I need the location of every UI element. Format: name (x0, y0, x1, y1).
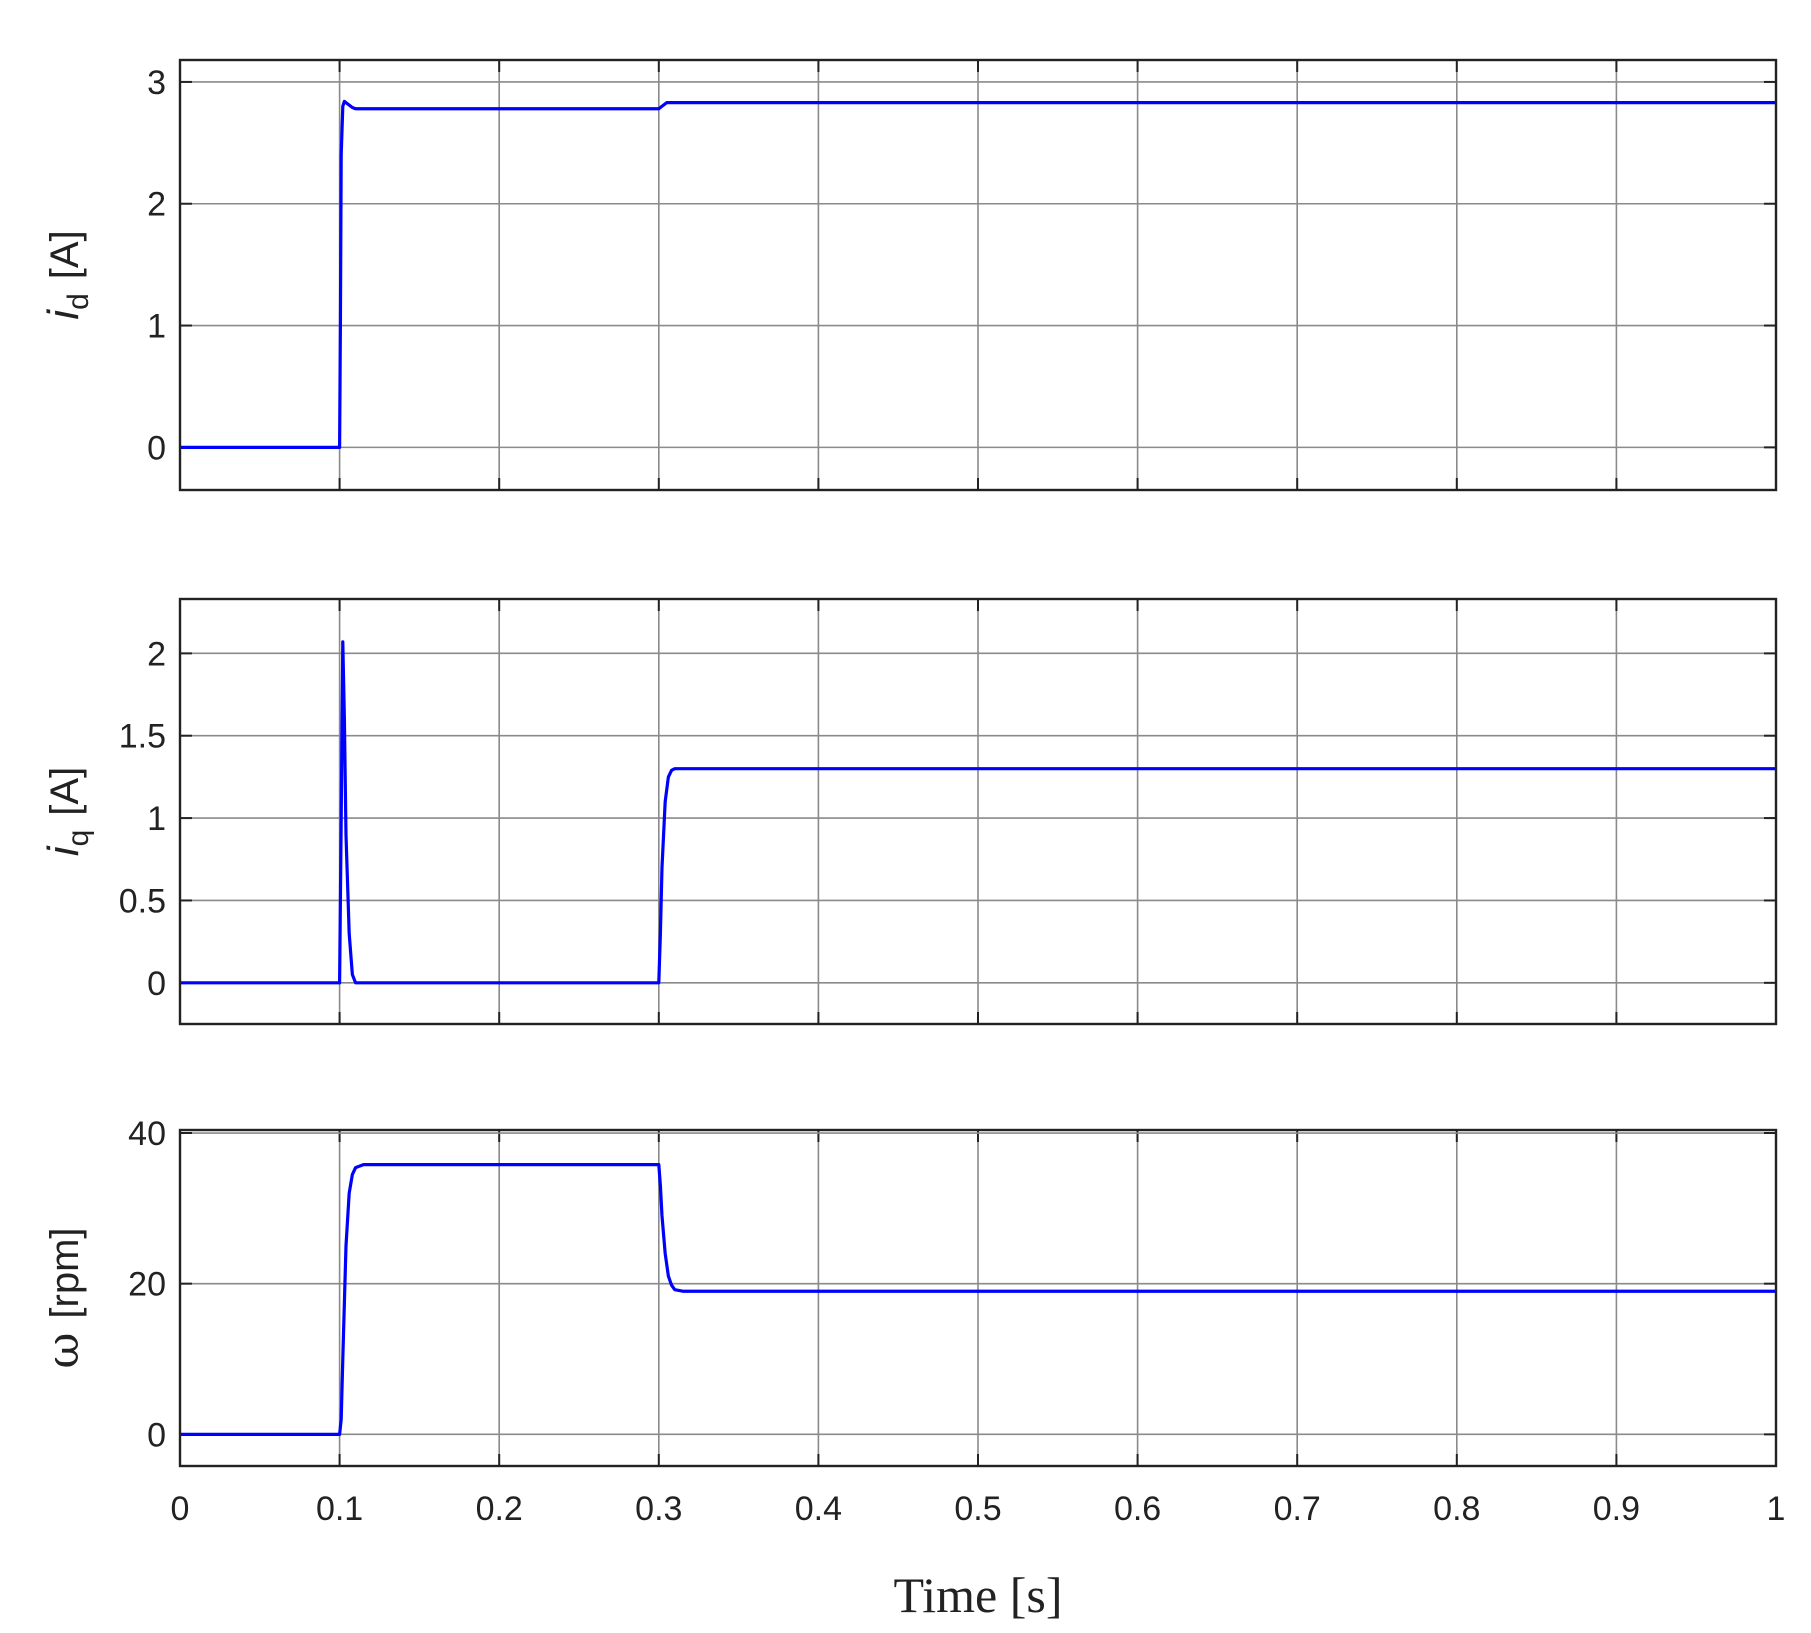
x-tick-label: 0.4 (795, 1490, 842, 1528)
y-tick-label: 0.5 (119, 882, 166, 920)
x-tick-label: 0.2 (476, 1490, 523, 1528)
x-tick-label: 0.7 (1274, 1490, 1321, 1528)
y-axis-label: ω [rpm] (38, 1227, 89, 1368)
y-label-symbol: ω (38, 1333, 89, 1369)
x-tick-label: 0 (171, 1490, 190, 1528)
y-tick-label: 1 (147, 800, 166, 838)
y-label-subscript: d (62, 293, 95, 310)
plot-frame (178, 597, 1778, 1026)
y-tick-label: 1.5 (119, 718, 166, 756)
y-tick-label: 0 (147, 1416, 166, 1454)
x-tick-label: 0.5 (954, 1490, 1001, 1528)
y-axis-label: iq [A] (39, 767, 95, 856)
x-tick-label: 0.6 (1114, 1490, 1161, 1528)
data-line (180, 1163, 1776, 1436)
x-tick-label: 0.8 (1433, 1490, 1480, 1528)
x-tick-label: 0.1 (316, 1490, 363, 1528)
y-tick-label: 0 (147, 965, 166, 1003)
plot-frame (178, 1128, 1778, 1468)
y-label-symbol: i (39, 845, 88, 856)
plot-frame (178, 58, 1778, 492)
y-label-symbol: i (39, 309, 88, 320)
y-tick-label: 2 (147, 635, 166, 673)
y-tick-label: 3 (147, 64, 166, 102)
x-tick-label: 0.3 (635, 1490, 682, 1528)
y-tick-label: 1 (147, 308, 166, 346)
y-label-unit: [rpm] (43, 1227, 87, 1318)
y-tick-label: 0 (147, 429, 166, 467)
data-line (180, 640, 1776, 985)
y-tick-label: 40 (128, 1115, 166, 1153)
y-axis-label: id [A] (39, 230, 95, 319)
y-label-unit: [A] (43, 767, 87, 816)
x-tick-label: 0.9 (1593, 1490, 1640, 1528)
y-label-unit: [A] (43, 230, 87, 279)
y-tick-label: 2 (147, 186, 166, 224)
x-axis-label: Time [s] (893, 1567, 1062, 1623)
data-line (180, 99, 1776, 449)
x-tick-label: 1 (1767, 1490, 1786, 1528)
y-tick-label: 20 (128, 1266, 166, 1304)
y-label-subscript: q (62, 830, 95, 847)
